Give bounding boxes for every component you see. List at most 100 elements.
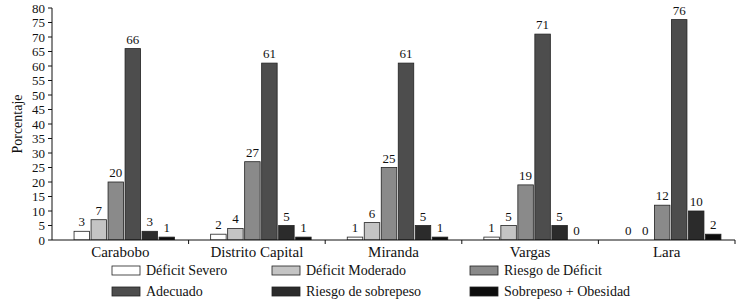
y-tick-label: 65 [32, 44, 45, 59]
x-axis [52, 240, 735, 241]
data-label: 1 [488, 220, 495, 235]
data-label: 5 [556, 209, 563, 224]
data-label: 5 [283, 209, 290, 224]
data-label: 2 [215, 217, 222, 232]
data-label: 1 [437, 220, 444, 235]
data-label: 0 [642, 223, 649, 238]
y-tick [48, 211, 52, 212]
bar [262, 63, 278, 240]
y-tick [48, 51, 52, 52]
legend-swatch [272, 287, 300, 296]
x-separator [188, 240, 189, 244]
bar [142, 231, 158, 240]
data-label: 19 [519, 168, 532, 183]
y-tick [48, 109, 52, 110]
y-tick-label: 40 [32, 117, 45, 132]
legend-label: Adecuado [146, 284, 203, 299]
bar [245, 162, 261, 240]
data-label: 1 [300, 220, 307, 235]
bar [518, 185, 534, 240]
bar [74, 231, 90, 240]
y-tick-label: 50 [32, 88, 45, 103]
y-tick [48, 167, 52, 168]
y-tick [48, 124, 52, 125]
bar [415, 226, 431, 241]
y-tick [48, 22, 52, 23]
legend-label: Déficit Severo [146, 263, 227, 278]
data-label: 12 [656, 188, 669, 203]
y-tick-label: 20 [32, 175, 45, 190]
legend-swatch [272, 266, 300, 275]
y-tick-label: 25 [32, 160, 45, 175]
data-label: 5 [505, 209, 512, 224]
y-tick-label: 70 [32, 30, 45, 45]
y-tick [48, 196, 52, 197]
data-label: 76 [673, 3, 687, 18]
data-label: 4 [232, 211, 239, 226]
data-label: 0 [573, 223, 580, 238]
data-label: 61 [263, 46, 276, 61]
data-label: 61 [400, 46, 413, 61]
y-tick [48, 8, 52, 9]
y-tick [48, 153, 52, 154]
data-label: 27 [246, 145, 260, 160]
legend-swatch [112, 266, 140, 275]
bar [108, 182, 124, 240]
y-tick-label: 15 [32, 189, 45, 204]
legend-label: Riesgo de Déficit [504, 263, 602, 278]
x-separator [735, 240, 736, 244]
data-label: 1 [352, 220, 359, 235]
bar [364, 223, 380, 240]
y-tick-label: 60 [32, 59, 45, 74]
y-tick [48, 66, 52, 67]
y-axis [52, 8, 53, 240]
legend-label: Déficit Moderado [306, 263, 406, 278]
y-tick [48, 182, 52, 183]
y-tick-label: 80 [32, 1, 45, 16]
legend-label: Riesgo de sobrepeso [306, 284, 421, 299]
bar [279, 226, 295, 241]
legend-swatch [470, 287, 498, 296]
bar [705, 234, 721, 240]
y-tick-label: 30 [32, 146, 45, 161]
bar [501, 226, 516, 241]
data-label: 0 [625, 223, 632, 238]
x-tick-label: Lara [653, 244, 681, 260]
bar [535, 34, 551, 240]
bar [688, 211, 704, 240]
y-tick-label: 10 [32, 204, 45, 219]
bar [398, 63, 414, 240]
y-tick-label: 75 [32, 15, 45, 30]
y-tick [48, 80, 52, 81]
legend-swatch [470, 266, 498, 275]
data-label: 20 [109, 165, 122, 180]
y-tick-label: 0 [39, 233, 46, 248]
bar [381, 168, 397, 241]
y-tick [48, 240, 52, 241]
data-label: 2 [710, 217, 717, 232]
x-separator [598, 240, 599, 244]
y-axis-label: Porcentaje [10, 94, 25, 153]
bar [671, 20, 687, 240]
legend: Déficit Severo Déficit Moderado Riesgo de … [112, 263, 630, 299]
chart-svg: Porcentaje051015202530354045505560657075… [0, 0, 739, 303]
bar [228, 228, 244, 240]
chart-container: Porcentaje051015202530354045505560657075… [0, 0, 739, 303]
data-label: 25 [383, 151, 396, 166]
x-tick-label: Carabobo [91, 244, 149, 260]
x-separator [325, 240, 326, 244]
data-label: 7 [96, 203, 103, 218]
y-tick [48, 225, 52, 226]
bar [125, 49, 141, 240]
bar [552, 226, 568, 241]
legend-label: Sobrepeso + Obesidad [504, 284, 630, 299]
y-tick-label: 55 [32, 73, 45, 88]
data-label: 71 [536, 17, 549, 32]
y-tick-label: 35 [32, 131, 45, 146]
data-label: 3 [147, 214, 154, 229]
data-label: 3 [79, 214, 86, 229]
x-tick-label: Distrito Capital [210, 244, 303, 260]
y-tick [48, 138, 52, 139]
bar [91, 220, 107, 240]
y-tick-label: 5 [39, 218, 46, 233]
